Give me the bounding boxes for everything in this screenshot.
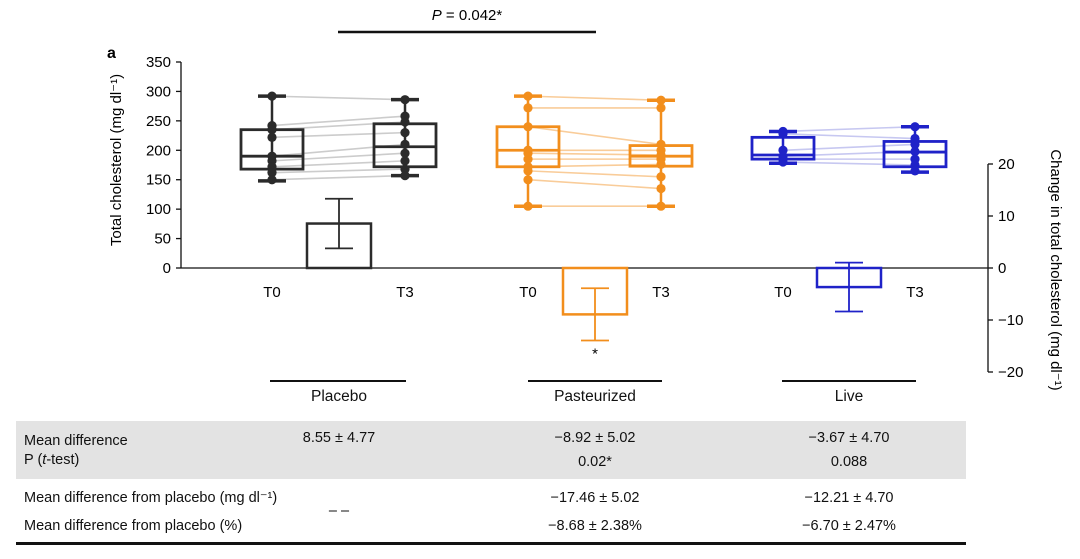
placebo-group-rule	[270, 380, 406, 382]
data-point	[778, 129, 788, 139]
right-tick-label: −10	[998, 312, 1023, 329]
right-tick-label: −20	[998, 364, 1023, 381]
paired-line	[527, 178, 662, 190]
data-point	[400, 164, 410, 174]
data-point	[910, 122, 920, 132]
paired-line	[271, 168, 406, 174]
left-tick-label: 200	[146, 142, 171, 159]
data-point	[523, 166, 533, 176]
paired-line	[782, 133, 916, 140]
paired-line	[527, 170, 662, 178]
data-point	[523, 103, 533, 113]
row-p-ttest-label: P (t-test)	[24, 452, 80, 468]
data-point	[400, 170, 410, 181]
x-tick-label: T3	[906, 284, 924, 301]
paired-line	[527, 152, 662, 156]
data-point	[910, 146, 920, 157]
data-point	[267, 168, 277, 178]
data-point	[267, 175, 277, 185]
paired-line	[271, 131, 406, 139]
right-tick-label: 20	[998, 156, 1015, 173]
data-point	[656, 159, 666, 170]
paired-line	[527, 125, 662, 146]
row-diff-from-placebo-pct-label: Mean difference from placebo (%)	[24, 518, 243, 534]
x-tick-label: T0	[774, 284, 792, 301]
cell-mean-diff-placebo: 8.55 ± 4.77	[302, 430, 376, 446]
cell-diff-mg-pasteurized: −17.46 ± 5.02	[550, 490, 640, 506]
cell-p-live: 0.088	[830, 454, 868, 470]
left-tick-label: 50	[154, 231, 171, 248]
data-point	[910, 166, 920, 176]
data-point	[656, 95, 666, 105]
table-bottom-rule	[16, 542, 966, 545]
data-point	[400, 117, 410, 127]
x-tick-label: T3	[396, 284, 414, 301]
cell-mean-diff-live: −3.67 ± 4.70	[808, 430, 890, 446]
data-point	[400, 139, 410, 149]
left-axis-title: Total cholesterol (mg dl⁻¹)	[108, 74, 125, 246]
data-point	[267, 91, 277, 101]
x-tick-label: T0	[263, 284, 281, 301]
group-label-live: Live	[834, 388, 864, 405]
cell-mean-diff-pasteurized: −8.92 ± 5.02	[554, 430, 636, 446]
cell-diff-mg-live: −12.21 ± 4.70	[804, 490, 894, 506]
right-axis-title: Change in total cholesterol (mg dl⁻¹)	[1047, 149, 1064, 390]
left-tick-label: 0	[163, 260, 171, 277]
data-point	[267, 132, 277, 142]
table-shaded-row	[16, 421, 966, 479]
chart-labels: 0 50 100 150 200 250 300 350 −20 −10 0 10 20 Total ch…	[108, 54, 1064, 391]
data-point	[400, 148, 410, 158]
data-point	[523, 122, 533, 132]
paired-line	[271, 95, 406, 101]
data-point	[656, 103, 666, 113]
paired-line	[782, 161, 916, 166]
cell-placebo-dash: – –	[328, 503, 350, 519]
chart-marks	[239, 91, 948, 342]
paired-line	[271, 115, 406, 127]
paired-line	[527, 95, 662, 102]
significance-label: P = 0.042*	[432, 7, 503, 24]
data-point	[778, 157, 788, 167]
left-tick-label: 300	[146, 83, 171, 100]
left-tick-label: 350	[146, 54, 171, 71]
cell-p-pasteurized: 0.02*	[578, 454, 612, 470]
paired-line	[271, 160, 406, 168]
group-label-pasteurized: Pasteurized	[554, 388, 636, 405]
data-point	[523, 154, 533, 164]
cell-diff-pct-live: −6.70 ± 2.47%	[802, 518, 896, 534]
group-label-placebo: Placebo	[310, 388, 368, 405]
data-point	[400, 95, 410, 105]
live-group-rule	[782, 380, 916, 382]
panel-letter: a	[107, 45, 116, 62]
data-point	[400, 156, 410, 166]
row-mean-difference-label: Mean difference	[24, 433, 128, 449]
paired-line	[271, 152, 406, 162]
right-tick-label: 10	[998, 208, 1015, 225]
x-tick-label: T3	[652, 284, 670, 301]
right-tick-label: 0	[998, 260, 1006, 277]
data-point	[656, 183, 666, 194]
left-tick-label: 150	[146, 172, 171, 189]
left-tick-label: 100	[146, 201, 171, 218]
data-point	[523, 175, 533, 185]
left-tick-label: 250	[146, 113, 171, 130]
data-point	[656, 201, 666, 211]
data-point	[656, 172, 666, 182]
paired-line	[782, 143, 916, 152]
data-point	[523, 91, 533, 101]
cell-diff-pct-pasteurized: −8.68 ± 2.38%	[548, 518, 642, 534]
pasteurized-group-rule	[528, 380, 662, 382]
row-diff-from-placebo-mg-label: Mean difference from placebo (mg dl⁻¹)	[24, 490, 278, 506]
data-point	[400, 128, 410, 138]
data-point	[523, 201, 533, 211]
x-tick-label: T0	[519, 284, 537, 301]
data-point	[267, 125, 277, 135]
change-significance-star: *	[592, 345, 598, 362]
paired-line	[782, 125, 916, 133]
cholesterol-box-chart: a P = 0.042* 050100150200250300350−20−10…	[107, 7, 1064, 391]
paired-line	[271, 174, 406, 181]
data-point	[910, 139, 920, 149]
